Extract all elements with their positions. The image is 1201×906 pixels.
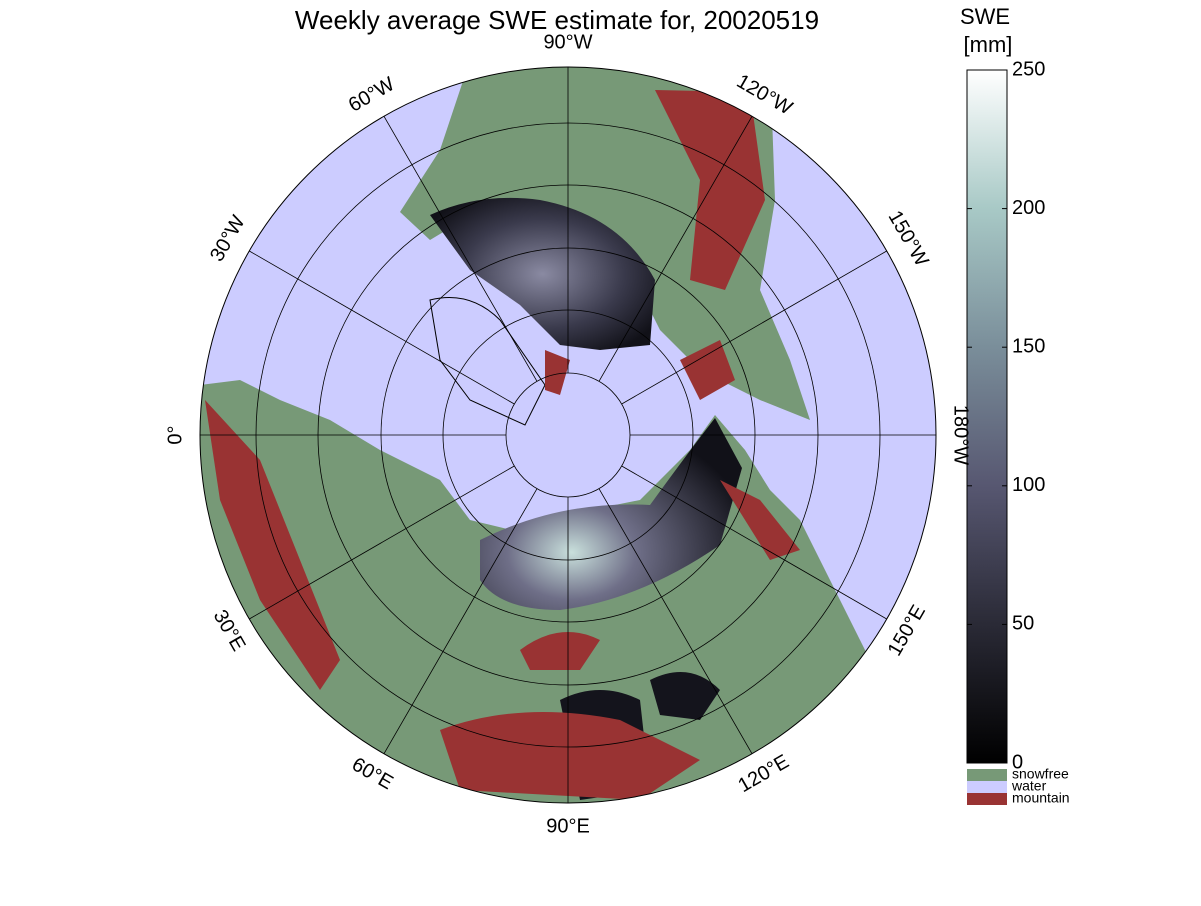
- longitude-label: 90°E: [546, 815, 590, 837]
- longitude-label: 30°W: [206, 212, 250, 266]
- colorbar: [966, 69, 1008, 764]
- snow-north-america: [430, 197, 655, 350]
- legend-label: snowfree: [1012, 766, 1069, 782]
- colorbar-unit: [mm]: [964, 32, 1013, 57]
- legend-swatch: [967, 769, 1007, 781]
- meridian: [598, 116, 753, 382]
- meridian: [249, 250, 515, 405]
- map-title: Weekly average SWE estimate for, 2002051…: [295, 5, 819, 35]
- colorbar-tick-label: 0: [1012, 751, 1023, 773]
- meridian: [383, 488, 538, 754]
- legend-swatch: [967, 793, 1007, 805]
- meridian: [249, 465, 515, 620]
- map-frame: [199, 66, 937, 804]
- longitude-label: 180°W: [950, 405, 972, 465]
- colorbar-tick-label: 50: [1012, 613, 1034, 635]
- meridian: [598, 488, 753, 754]
- snow-eurasia: [480, 418, 742, 610]
- longitude-label: 60°W: [345, 73, 399, 117]
- longitude-label: 90°W: [543, 31, 592, 53]
- longitude-label: 0°: [164, 425, 186, 444]
- legend-label: water: [1011, 778, 1047, 794]
- colorbar-tick-label: 150: [1012, 335, 1045, 357]
- meridian: [621, 465, 887, 620]
- legend-swatch: [967, 781, 1007, 793]
- colorbar-tick-label: 250: [1012, 58, 1045, 80]
- longitude-label: 60°E: [348, 753, 397, 794]
- meridian: [383, 116, 538, 382]
- longitude-label: 30°E: [209, 606, 250, 655]
- graticule: [200, 67, 936, 803]
- greenland: [429, 297, 546, 426]
- map-disc: [200, 67, 936, 803]
- colorbar-tick-label: 200: [1012, 197, 1045, 219]
- colorbar-tick-label: 100: [1012, 474, 1045, 496]
- legend-label: mountain: [1012, 790, 1070, 806]
- mountains: [205, 90, 800, 800]
- colorbar-title: SWE: [960, 4, 1010, 29]
- meridian: [621, 250, 887, 405]
